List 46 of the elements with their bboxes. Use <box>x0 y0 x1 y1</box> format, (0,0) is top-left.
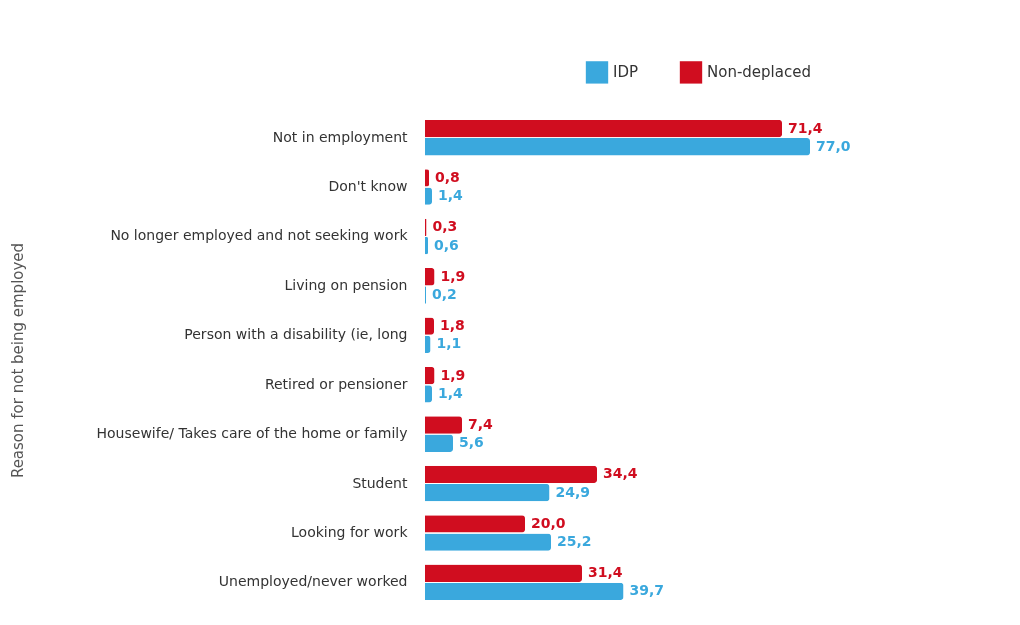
bar <box>425 465 597 484</box>
bar <box>425 582 624 601</box>
y-tick-label: Student <box>352 474 408 491</box>
y-tick-label: Retired or pensioner <box>264 375 408 392</box>
data-label: 5,6 <box>459 434 484 451</box>
bar <box>425 416 462 434</box>
bar <box>425 533 551 551</box>
data-label: 34,4 <box>603 465 638 482</box>
y-tick-label: Looking for work <box>291 523 409 540</box>
y-tick-label: Don't know <box>328 178 408 195</box>
y-tick-label: Person with a disability (ie, long <box>184 326 408 343</box>
data-label: 0,6 <box>434 236 459 253</box>
legend-label: Non-deplaced <box>707 63 811 82</box>
bar <box>425 515 525 533</box>
data-label: 71,4 <box>788 119 823 136</box>
y-tick-label: Housewife/ Takes care of the home or family <box>96 425 408 442</box>
y-axis-title: Reason for not being employed <box>8 242 27 479</box>
data-label: 1,4 <box>438 187 464 204</box>
data-label: 1,9 <box>440 366 466 383</box>
bar <box>425 564 582 582</box>
data-label: 39,7 <box>629 582 665 599</box>
bar <box>425 483 550 502</box>
bar <box>425 138 810 156</box>
bar <box>425 268 435 286</box>
data-label: 25,2 <box>557 533 592 550</box>
data-label: 0,3 <box>432 218 458 235</box>
bar <box>425 236 428 255</box>
bar <box>425 434 453 452</box>
data-label: 1,1 <box>436 335 462 352</box>
y-tick-label: Living on pension <box>284 276 408 293</box>
bar <box>425 119 782 138</box>
data-label: 1,4 <box>438 384 464 401</box>
bar <box>425 366 435 385</box>
data-label: 7,4 <box>468 415 494 432</box>
legend-label: IDP <box>613 63 639 82</box>
data-label: 0,2 <box>432 286 457 303</box>
data-label: 1,9 <box>440 267 466 284</box>
y-tick-label: No longer employed and not seeking work <box>110 227 409 244</box>
data-label: 1,8 <box>440 317 465 334</box>
data-label: 31,4 <box>588 564 623 581</box>
data-label: 0,8 <box>435 168 460 185</box>
data-label: 20,0 <box>531 514 566 531</box>
y-tick-label: Unemployed/never worked <box>218 573 408 590</box>
data-label: 77,0 <box>816 137 851 154</box>
data-label: 24,9 <box>555 483 591 500</box>
y-tick-label: Not in employment <box>272 128 408 145</box>
